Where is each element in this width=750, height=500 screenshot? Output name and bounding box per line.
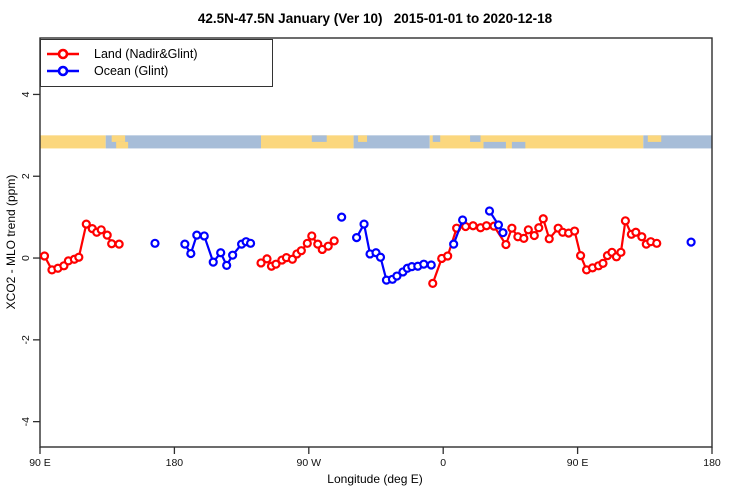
map-band-patch-ocean bbox=[483, 141, 506, 149]
data-point-land bbox=[107, 239, 117, 249]
map-band-patch-ocean bbox=[311, 135, 327, 142]
data-point-ocean bbox=[375, 252, 386, 262]
data-point-land bbox=[523, 225, 533, 235]
data-point-land bbox=[74, 252, 84, 262]
x-tick-label: 90 W bbox=[297, 457, 322, 469]
data-point-land bbox=[102, 230, 112, 240]
data-point-ocean bbox=[192, 230, 202, 240]
map-band-segment-land bbox=[261, 135, 354, 149]
data-point-ocean bbox=[359, 219, 369, 229]
data-point-ocean bbox=[419, 259, 429, 269]
land-series-marker-icon bbox=[47, 48, 79, 59]
y-tick-label: -4 bbox=[20, 417, 32, 426]
data-point-ocean bbox=[686, 237, 696, 247]
data-point-ocean bbox=[216, 248, 226, 258]
data-point-ocean bbox=[337, 212, 347, 222]
map-band-patch-ocean bbox=[511, 141, 526, 149]
data-point-land bbox=[652, 238, 662, 248]
data-point-land bbox=[39, 251, 50, 261]
legend: Land (Nadir&Glint) Ocean (Glint) bbox=[40, 39, 273, 87]
x-tick-label: 180 bbox=[166, 457, 184, 469]
data-point-land bbox=[271, 259, 281, 269]
data-point-ocean bbox=[180, 239, 190, 249]
y-tick-label: 2 bbox=[20, 173, 32, 179]
map-band-segment-ocean bbox=[105, 135, 262, 149]
data-point-land bbox=[519, 233, 529, 244]
data-point-land bbox=[428, 278, 438, 288]
data-point-land bbox=[507, 223, 517, 233]
data-point-land bbox=[307, 231, 317, 241]
data-point-land bbox=[481, 221, 492, 231]
data-point-land bbox=[114, 239, 124, 249]
data-point-land bbox=[323, 241, 333, 251]
x-axis-label: Longitude (deg E) bbox=[327, 472, 423, 486]
data-point-land bbox=[598, 258, 608, 268]
data-point-land bbox=[329, 236, 339, 246]
data-point-land bbox=[575, 250, 586, 261]
data-point-land bbox=[570, 226, 580, 236]
data-point-ocean bbox=[458, 215, 468, 225]
map-band-segment-ocean bbox=[353, 135, 430, 149]
map-band-patch-ocean bbox=[470, 135, 481, 142]
data-point-ocean bbox=[222, 260, 232, 271]
data-point-ocean bbox=[228, 250, 238, 260]
legend-item-ocean: Ocean (Glint) bbox=[41, 62, 272, 79]
x-tick-label: 90 E bbox=[29, 457, 51, 469]
plot-border bbox=[39, 37, 713, 448]
data-point-ocean bbox=[245, 238, 256, 248]
legend-item-label: Ocean (Glint) bbox=[94, 63, 169, 78]
data-point-land bbox=[96, 225, 106, 235]
data-point-land bbox=[296, 246, 306, 256]
data-point-ocean bbox=[150, 238, 160, 248]
data-point-ocean bbox=[449, 239, 459, 249]
data-point-land bbox=[637, 232, 647, 242]
chart-title: 42.5N-47.5N January (Ver 10) 2015-01-01 … bbox=[197, 11, 553, 26]
map-band-patch-land bbox=[111, 135, 126, 142]
data-point-ocean bbox=[392, 271, 402, 281]
y-tick-label: 0 bbox=[20, 255, 32, 261]
map-band-patch-land bbox=[116, 141, 129, 149]
x-tick-label: 0 bbox=[440, 457, 446, 469]
data-point-ocean bbox=[426, 260, 436, 270]
data-point-land bbox=[620, 216, 630, 226]
data-point-ocean bbox=[186, 248, 196, 259]
data-point-land bbox=[529, 230, 539, 241]
legend-item-label: Land (Nadir&Glint) bbox=[94, 46, 198, 61]
data-point-land bbox=[501, 239, 511, 250]
data-point-ocean bbox=[484, 206, 495, 216]
x-tick-label: 90 E bbox=[567, 457, 589, 469]
map-band-patch-land bbox=[647, 135, 662, 142]
data-point-land bbox=[256, 258, 266, 268]
y-tick-label: 4 bbox=[20, 91, 32, 97]
legend-item-land: Land (Nadir&Glint) bbox=[41, 45, 272, 62]
data-point-ocean bbox=[498, 228, 508, 238]
data-point-land bbox=[81, 219, 91, 229]
map-band-segment-land bbox=[429, 135, 644, 149]
data-point-ocean bbox=[493, 220, 504, 230]
data-point-land bbox=[534, 223, 544, 233]
map-band-segment-land bbox=[40, 135, 106, 149]
x-tick-label: 180 bbox=[703, 457, 721, 469]
data-point-ocean bbox=[199, 231, 209, 241]
data-point-land bbox=[262, 254, 272, 264]
data-point-land bbox=[302, 238, 312, 248]
data-point-land bbox=[631, 227, 641, 237]
map-band-patch-ocean bbox=[432, 135, 441, 142]
data-point-ocean bbox=[351, 232, 362, 243]
data-point-land bbox=[538, 214, 548, 224]
y-tick-label: -2 bbox=[20, 335, 32, 344]
data-point-land bbox=[616, 247, 626, 257]
map-band-patch-land bbox=[358, 135, 368, 142]
ocean-series-marker-icon bbox=[47, 65, 79, 76]
data-point-land bbox=[443, 251, 453, 261]
data-point-ocean bbox=[208, 257, 218, 267]
data-point-land bbox=[468, 221, 478, 231]
data-point-land bbox=[544, 234, 554, 244]
